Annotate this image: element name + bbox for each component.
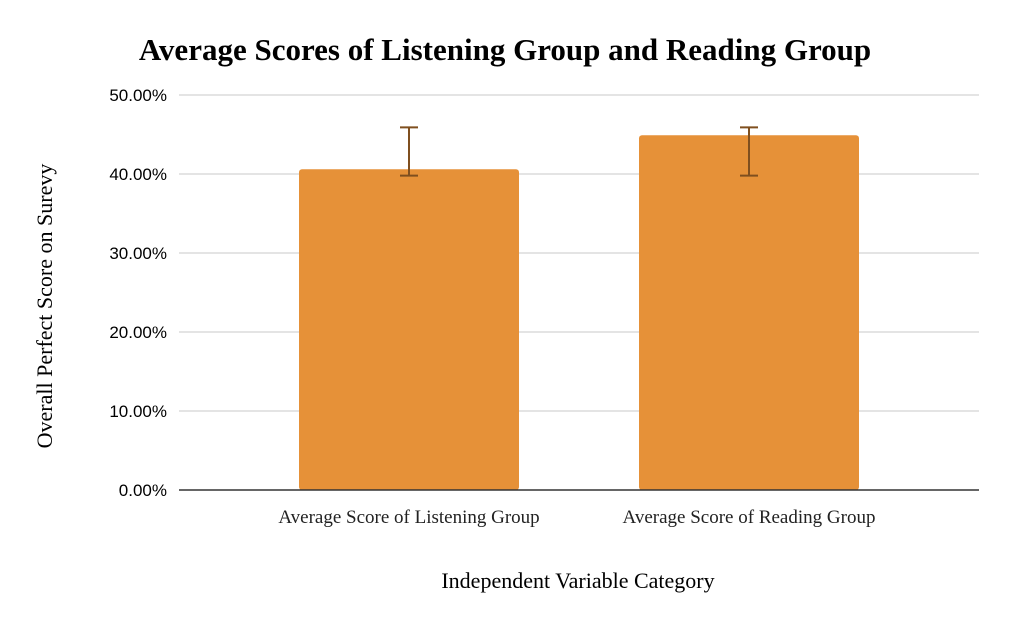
x-tick-label: Average Score of Reading Group	[623, 507, 876, 528]
bar	[639, 135, 859, 491]
y-tick-label: 40.00%	[109, 165, 167, 184]
y-tick-label: 50.00%	[109, 86, 167, 105]
error-bar	[400, 126, 418, 177]
y-tick-label: 0.00%	[119, 481, 167, 500]
y-tick-labels: 0.00% 10.00% 20.00% 30.00% 40.00% 50.00%	[109, 86, 167, 500]
bar	[299, 169, 519, 490]
y-tick-label: 10.00%	[109, 402, 167, 421]
chart-title: Average Scores of Listening Group and Re…	[139, 32, 871, 67]
bars	[299, 135, 859, 491]
y-tick-label: 30.00%	[109, 244, 167, 263]
x-tick-labels: Average Score of Listening Group Average …	[278, 507, 875, 528]
x-tick-label: Average Score of Listening Group	[278, 507, 539, 528]
y-axis-label: Overall Perfect Score on Surevy	[32, 164, 57, 449]
y-tick-label: 20.00%	[109, 323, 167, 342]
x-axis-label: Independent Variable Category	[441, 568, 714, 593]
error-bar	[740, 126, 758, 177]
error-bars	[400, 126, 758, 177]
